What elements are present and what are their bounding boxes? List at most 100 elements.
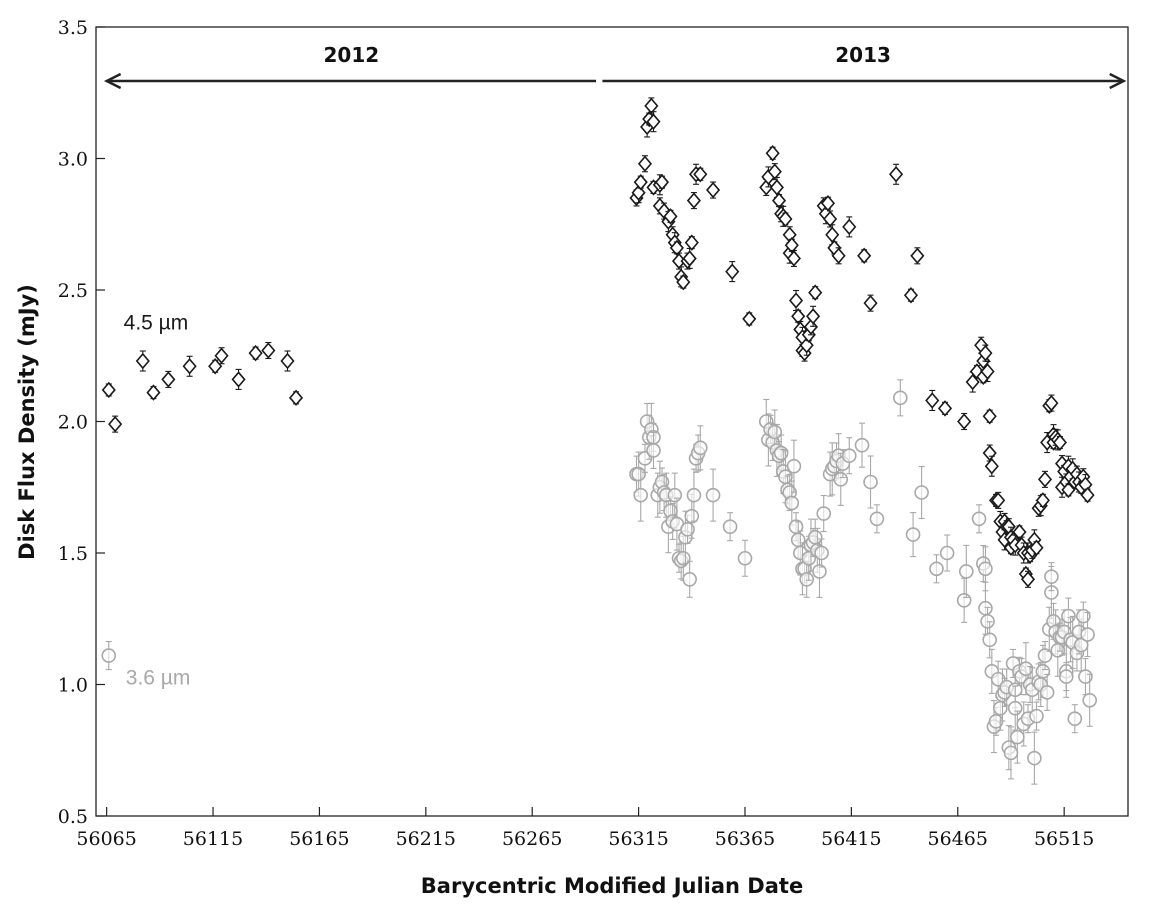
tick-labels: 56065 56115 56165 56215 56265 56315 56365 56415…	[58, 17, 1095, 850]
data-point-diamond	[161, 371, 176, 388]
data-point-diamond	[261, 342, 276, 359]
data-point-diamond	[857, 247, 872, 265]
data-point-diamond	[806, 308, 821, 325]
plot-frame	[95, 26, 1129, 817]
data-point-circle	[982, 632, 997, 648]
data-point-circle	[958, 564, 974, 579]
data-point-diamond	[288, 389, 304, 407]
data-point-diamond	[663, 208, 678, 225]
data-point-diamond	[1044, 394, 1059, 412]
y-axis-title: Disk Flux Density (mJy)	[15, 284, 39, 560]
data-point-diamond	[1080, 486, 1095, 504]
data-point-diamond	[1012, 523, 1027, 541]
data-point-diamond	[742, 310, 757, 328]
data-point-circle	[737, 550, 753, 566]
data-point-circle	[833, 472, 849, 487]
data-point-circle	[675, 550, 691, 566]
data-point-circle	[1003, 745, 1019, 761]
series-label: 3.6 µm	[126, 667, 191, 690]
data-point-diamond	[903, 287, 919, 304]
data-point-circle	[905, 527, 921, 542]
data-point-diamond	[644, 97, 659, 115]
data-point-diamond	[978, 344, 993, 362]
data-point-diamond	[146, 384, 161, 401]
data-point-circle	[693, 440, 708, 456]
x-tick-label: 56515	[1034, 828, 1094, 850]
y-tick-label: 3.5	[58, 17, 88, 39]
data-point-circle	[684, 508, 700, 524]
data-point-diamond	[982, 408, 997, 425]
data-point-circle	[786, 458, 802, 474]
data-point-diamond	[182, 358, 197, 375]
data-point-diamond	[767, 163, 782, 180]
data-point-circle	[971, 511, 987, 527]
data-point-diamond	[937, 400, 953, 417]
x-tick-label: 56215	[396, 828, 456, 850]
data-point-diamond	[248, 344, 263, 362]
data-point-diamond	[646, 113, 661, 130]
x-tick-label: 56115	[183, 828, 243, 850]
data-point-diamond	[280, 352, 295, 370]
data-point-diamond	[808, 284, 823, 301]
data-point-circle	[869, 511, 885, 527]
data-point-diamond	[991, 492, 1006, 509]
data-point-circle	[978, 600, 993, 616]
data-point-circle	[978, 561, 993, 577]
data-point-circle	[1082, 692, 1097, 708]
data-point-diamond	[669, 239, 684, 257]
data-point-diamond	[686, 192, 701, 209]
data-point-circle	[956, 593, 972, 608]
y-tick-label: 2.5	[58, 280, 88, 302]
data-point-diamond	[984, 457, 999, 475]
data-point-circle	[841, 448, 857, 463]
data-point-circle	[816, 506, 832, 521]
year-label-2013: 2013	[835, 43, 891, 67]
data-point-circle	[1039, 685, 1055, 700]
data-point-diamond	[676, 273, 691, 291]
data-point-diamond	[1020, 571, 1036, 588]
data-point-circle	[1067, 711, 1083, 726]
y-tick-label: 0.5	[58, 806, 88, 828]
data-point-circle	[646, 443, 661, 458]
data-point-diamond	[823, 210, 838, 228]
data-point-diamond	[135, 352, 150, 370]
y-tick-label: 2.0	[58, 412, 88, 434]
data-point-circle	[1080, 627, 1095, 642]
data-point-diamond	[101, 381, 116, 399]
x-tick-label: 56365	[715, 828, 775, 850]
year-arrow-head-right	[1109, 72, 1127, 90]
data-point-diamond	[637, 155, 653, 172]
data-point-circle	[1044, 569, 1059, 584]
data-point-circle	[914, 485, 929, 500]
data-point-diamond	[982, 444, 997, 462]
data-point-diamond	[769, 179, 784, 196]
data-point-diamond	[684, 234, 699, 251]
y-tick-label: 3.0	[58, 149, 88, 171]
data-point-diamond	[771, 192, 787, 209]
series-3-6um-points	[101, 379, 1097, 785]
y-tick-label: 1.5	[58, 543, 88, 565]
x-tick-label: 56165	[289, 828, 349, 850]
series-label: 4.5 µm	[124, 311, 189, 334]
data-point-diamond	[889, 166, 904, 183]
year-label-2012: 2012	[324, 43, 380, 67]
data-point-circle	[807, 529, 823, 545]
data-point-diamond	[784, 237, 799, 254]
data-point-diamond	[965, 373, 980, 391]
data-point-circle	[814, 545, 829, 561]
data-point-diamond	[910, 247, 925, 265]
data-point-circle	[784, 495, 800, 511]
data-point-circle	[1007, 700, 1023, 716]
data-point-circle	[686, 487, 702, 503]
data-point-circle	[680, 522, 695, 537]
data-point-circle	[705, 487, 721, 503]
year-arrow-head-left	[103, 72, 122, 90]
data-point-diamond	[1037, 471, 1053, 488]
x-tick-label: 56415	[821, 828, 881, 850]
data-point-circle	[812, 564, 827, 579]
data-point-diamond	[1052, 434, 1067, 451]
data-point-diamond	[957, 413, 972, 430]
data-point-circle	[854, 437, 870, 453]
data-point-diamond	[633, 173, 648, 191]
data-point-diamond	[693, 166, 708, 183]
